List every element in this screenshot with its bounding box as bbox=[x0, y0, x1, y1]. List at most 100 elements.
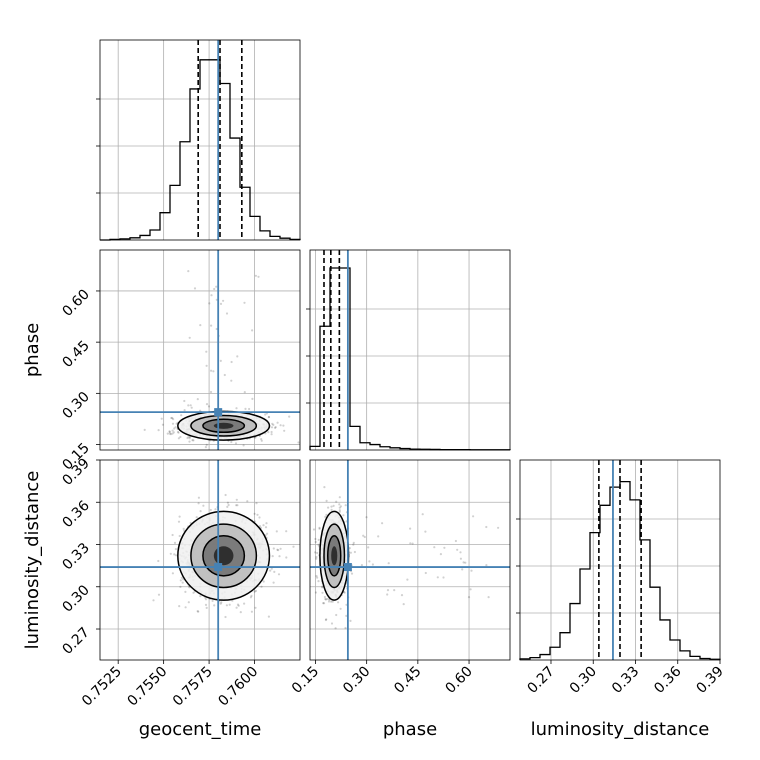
scatter-point bbox=[175, 554, 178, 557]
scatter-point bbox=[331, 600, 334, 603]
scatter-point bbox=[157, 429, 160, 432]
scatter-point bbox=[177, 431, 180, 434]
scatter-point bbox=[314, 591, 317, 594]
panel-phase-luminosity_distance bbox=[309, 459, 511, 661]
scatter-point bbox=[225, 312, 229, 315]
scatter-point bbox=[184, 590, 187, 594]
scatter-point bbox=[485, 525, 488, 529]
scatter-point bbox=[235, 606, 238, 609]
scatter-point bbox=[169, 433, 172, 436]
scatter-point bbox=[330, 505, 333, 508]
scatter-point bbox=[350, 572, 354, 575]
scatter-point bbox=[179, 585, 182, 589]
scatter-point bbox=[214, 508, 217, 511]
scatter-point bbox=[272, 581, 275, 584]
xtick-label-luminosity_distance: 0.36 bbox=[651, 663, 684, 696]
scatter-point bbox=[386, 589, 390, 592]
scatter-point bbox=[349, 551, 352, 554]
scatter-point bbox=[168, 430, 171, 433]
scatter-point bbox=[264, 413, 267, 416]
scatter-point bbox=[317, 538, 320, 542]
scatter-point bbox=[276, 421, 279, 424]
scatter-point bbox=[176, 430, 180, 433]
scatter-point bbox=[406, 578, 409, 581]
scatter-point bbox=[166, 432, 169, 435]
scatter-point bbox=[228, 603, 231, 606]
scatter-point bbox=[262, 580, 265, 583]
scatter-point bbox=[360, 564, 363, 567]
scatter-point bbox=[237, 604, 240, 607]
ytick-label-luminosity_distance: 0.36 bbox=[59, 498, 92, 531]
scatter-point bbox=[335, 613, 338, 617]
scatter-point bbox=[339, 607, 342, 610]
scatter-point bbox=[161, 423, 164, 426]
scatter-point bbox=[324, 598, 327, 601]
grid-1-1 bbox=[310, 250, 510, 450]
contour-geocent_time-phase-3 bbox=[213, 422, 234, 429]
xlabel-phase: phase bbox=[383, 719, 437, 740]
scatter-point bbox=[210, 369, 213, 372]
scatter-point bbox=[242, 444, 245, 447]
panel-geocent_time-luminosity_distance bbox=[99, 459, 301, 661]
scatter-point bbox=[235, 498, 238, 501]
scatter-point bbox=[325, 499, 328, 502]
grid-1-2 bbox=[310, 460, 510, 660]
panel-diag-luminosity_distance bbox=[519, 459, 721, 661]
ylabel-luminosity_distance: luminosity_distance bbox=[22, 471, 43, 650]
scatter-point bbox=[222, 299, 225, 302]
xtick-label-luminosity_distance: 0.33 bbox=[609, 664, 642, 697]
scatter-point bbox=[195, 516, 198, 519]
xtick-label-luminosity_distance: 0.30 bbox=[567, 664, 600, 697]
scatter-point bbox=[271, 422, 274, 425]
scatter-point bbox=[433, 546, 436, 549]
scatter-point bbox=[343, 591, 346, 594]
scatter-point bbox=[199, 510, 202, 513]
scatter-point bbox=[249, 596, 252, 599]
scatter-point bbox=[250, 594, 253, 598]
scatter-point bbox=[318, 527, 321, 530]
scatter-point bbox=[260, 438, 263, 441]
scatter-point bbox=[285, 530, 288, 533]
scatter-point bbox=[318, 526, 321, 529]
scatter-point bbox=[485, 564, 488, 567]
xtick-label-geocent_time: 0.7575 bbox=[170, 664, 216, 710]
scatter-point bbox=[239, 611, 242, 614]
scatter-point bbox=[251, 397, 254, 400]
scatter-point bbox=[172, 418, 175, 421]
scatter-point bbox=[168, 430, 171, 434]
scatter-point bbox=[349, 619, 352, 623]
ytick-label-luminosity_distance: 0.30 bbox=[59, 582, 92, 615]
scatter-point bbox=[172, 431, 175, 434]
scatter-point bbox=[338, 509, 341, 512]
ytick-label-phase: 0.45 bbox=[59, 338, 92, 371]
scatter-point bbox=[248, 407, 251, 411]
xtick-label-phase: 0.45 bbox=[391, 664, 424, 697]
scatter-point bbox=[207, 405, 211, 408]
scatter-point bbox=[224, 493, 227, 497]
scatter-point bbox=[387, 562, 390, 565]
scatter-point bbox=[371, 563, 374, 566]
scatter-point bbox=[330, 622, 334, 625]
xtick-label-geocent_time: 0.7600 bbox=[215, 664, 261, 710]
contour-phase-luminosity_distance-3 bbox=[331, 546, 338, 566]
scatter-point bbox=[334, 627, 337, 630]
scatter-point bbox=[175, 422, 178, 425]
panel-geocent_time-phase bbox=[99, 249, 301, 451]
scatter-point bbox=[260, 439, 263, 442]
scatter-point bbox=[173, 427, 176, 430]
scatter-point bbox=[192, 591, 195, 594]
scatter-point bbox=[183, 409, 186, 412]
scatter-point bbox=[174, 548, 177, 551]
scatter-point bbox=[402, 603, 405, 606]
scatter-point bbox=[344, 626, 347, 630]
scatter-point bbox=[267, 615, 270, 618]
scatter-point bbox=[322, 602, 325, 605]
scatter-point bbox=[211, 599, 214, 603]
scatter-point bbox=[338, 496, 341, 499]
scatter-point bbox=[327, 600, 331, 603]
scatter-point bbox=[326, 597, 329, 601]
scatter-point bbox=[227, 503, 230, 507]
scatter-point bbox=[270, 567, 273, 570]
scatter-point bbox=[315, 555, 318, 559]
